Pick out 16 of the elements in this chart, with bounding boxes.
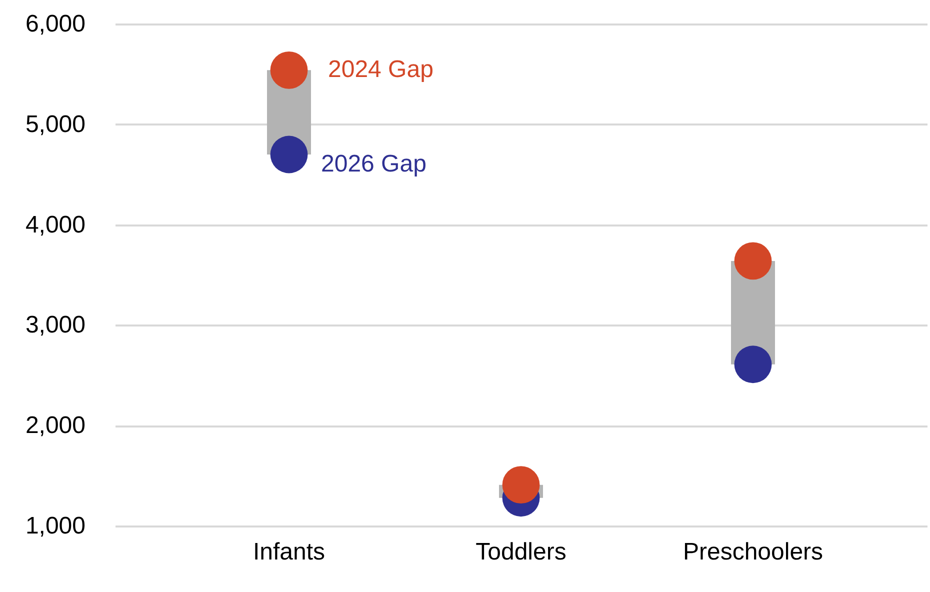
y-tick-label: 1,000 [25,512,86,540]
point [734,242,772,280]
x-tick-label: Toddlers [476,538,566,566]
point [734,346,772,384]
point [270,136,308,174]
series-label: 2024 Gap [328,56,434,84]
y-tick-label: 5,000 [25,110,86,138]
x-tick-label: Infants [252,538,326,566]
series-label: 2026 Gap [321,150,426,178]
y-tick-label: 3,000 [25,312,86,339]
y-tick-label: 4,000 [25,211,86,238]
point [270,52,308,89]
y-tick-label: 2,000 [25,412,86,440]
point [502,466,540,504]
y-tick-label: 6,000 [25,10,86,38]
x-tick-label: Preschoolers [682,538,824,566]
